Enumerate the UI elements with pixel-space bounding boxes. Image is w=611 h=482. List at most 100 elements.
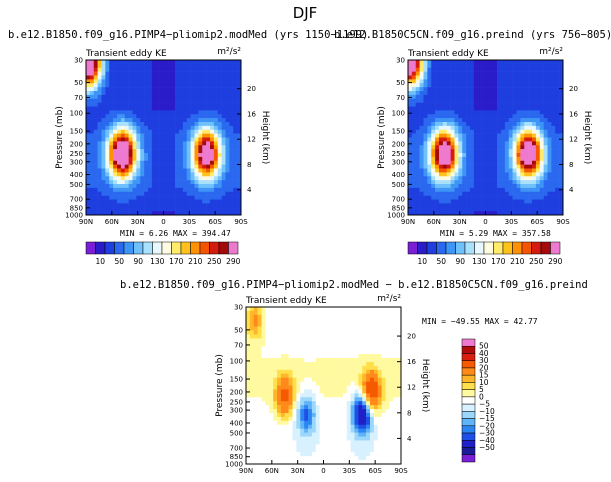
contour-cell xyxy=(397,452,402,457)
contour-cell xyxy=(555,191,560,196)
contour-cell xyxy=(265,393,270,398)
min-max-stats: MIN = 6.26 MAX = 394.47 xyxy=(120,229,231,238)
contour-cell xyxy=(342,338,348,343)
contour-cell xyxy=(350,393,355,398)
contour-cell xyxy=(335,440,340,445)
contour-cell xyxy=(354,334,359,339)
contour-cell xyxy=(415,195,420,200)
contour-cell xyxy=(559,199,564,204)
contour-cell xyxy=(249,373,255,378)
contour-cell xyxy=(140,98,145,103)
contour-cell xyxy=(319,460,324,465)
contour-cell xyxy=(331,385,336,390)
contour-cell xyxy=(501,79,506,84)
contour-cell xyxy=(206,118,211,123)
contour-cell xyxy=(501,191,506,196)
contour-cell xyxy=(225,187,230,193)
contour-cell xyxy=(547,94,552,100)
contour-cell xyxy=(370,334,375,339)
contour-cell xyxy=(144,102,149,107)
contour-cell xyxy=(520,203,525,208)
contour-cell xyxy=(339,420,344,426)
contour-cell xyxy=(175,71,180,76)
contour-cell xyxy=(120,195,126,200)
contour-cell xyxy=(296,369,301,375)
contour-cell xyxy=(179,176,184,181)
contour-cell xyxy=(470,187,475,193)
contour-cell xyxy=(331,350,336,355)
contour-cell xyxy=(389,369,394,375)
colorbar-swatch xyxy=(540,241,551,255)
contour-cell xyxy=(354,401,359,406)
contour-cell xyxy=(265,342,270,347)
contour-cell xyxy=(381,310,386,316)
contour-cell xyxy=(450,133,455,138)
contour-cell xyxy=(284,389,289,394)
contour-cell xyxy=(117,195,122,200)
contour-cell xyxy=(559,71,564,76)
contour-cell xyxy=(462,79,467,84)
contour-cell xyxy=(120,75,126,80)
contour-cell xyxy=(315,460,320,465)
contour-cell xyxy=(213,149,219,154)
contour-cell xyxy=(101,195,106,200)
contour-cell xyxy=(446,195,451,200)
contour-cell xyxy=(277,354,282,359)
contour-cell xyxy=(370,416,375,422)
contour-cell xyxy=(163,60,168,65)
contour-cell xyxy=(408,137,413,142)
contour-cell xyxy=(346,318,351,323)
contour-cell xyxy=(354,409,359,414)
contour-cell xyxy=(342,334,348,339)
contour-cell xyxy=(512,129,517,134)
contour-cell xyxy=(477,164,482,169)
contour-cell xyxy=(182,172,188,177)
contour-cell xyxy=(151,184,157,189)
contour-cell xyxy=(419,203,424,208)
contour-cell xyxy=(389,420,394,426)
contour-cell xyxy=(442,211,448,216)
contour-cell xyxy=(221,195,226,200)
contour-cell xyxy=(198,156,203,162)
contour-cell xyxy=(213,145,219,150)
contour-cell xyxy=(249,361,255,367)
contour-cell xyxy=(470,172,475,177)
contour-cell xyxy=(350,432,355,437)
contour-cell xyxy=(101,203,106,208)
contour-cell xyxy=(93,106,98,111)
contour-cell xyxy=(397,428,402,433)
contour-cell xyxy=(136,141,141,146)
contour-cell xyxy=(113,168,118,173)
contour-cell xyxy=(520,114,525,119)
contour-cell xyxy=(217,67,222,72)
contour-cell xyxy=(385,385,390,390)
contour-cell xyxy=(190,60,195,65)
contour-cell xyxy=(411,199,417,204)
contour-cell xyxy=(555,63,560,69)
contour-cell xyxy=(221,110,226,115)
contour-cell xyxy=(194,156,199,162)
contour-cell xyxy=(339,365,344,371)
contour-cell xyxy=(269,452,274,457)
contour-cell xyxy=(210,114,215,119)
contour-cell xyxy=(408,211,413,216)
contour-cell xyxy=(148,149,153,154)
colorbar-swatch xyxy=(209,241,220,255)
contour-cell xyxy=(171,102,176,107)
contour-cell xyxy=(377,412,382,418)
contour-cell xyxy=(280,452,286,457)
contour-cell xyxy=(120,187,126,193)
contour-cell xyxy=(182,110,188,115)
contour-cell xyxy=(442,172,448,177)
contour-cell xyxy=(221,149,226,154)
contour-cell xyxy=(159,184,164,189)
contour-cell xyxy=(512,195,517,200)
contour-cell xyxy=(493,94,498,100)
contour-cell xyxy=(253,318,258,323)
contour-cell xyxy=(559,164,564,169)
contour-cell xyxy=(342,381,348,386)
contour-cell xyxy=(257,334,262,339)
contour-cell xyxy=(198,141,203,146)
contour-cell xyxy=(97,195,102,200)
contour-cell xyxy=(408,98,413,103)
